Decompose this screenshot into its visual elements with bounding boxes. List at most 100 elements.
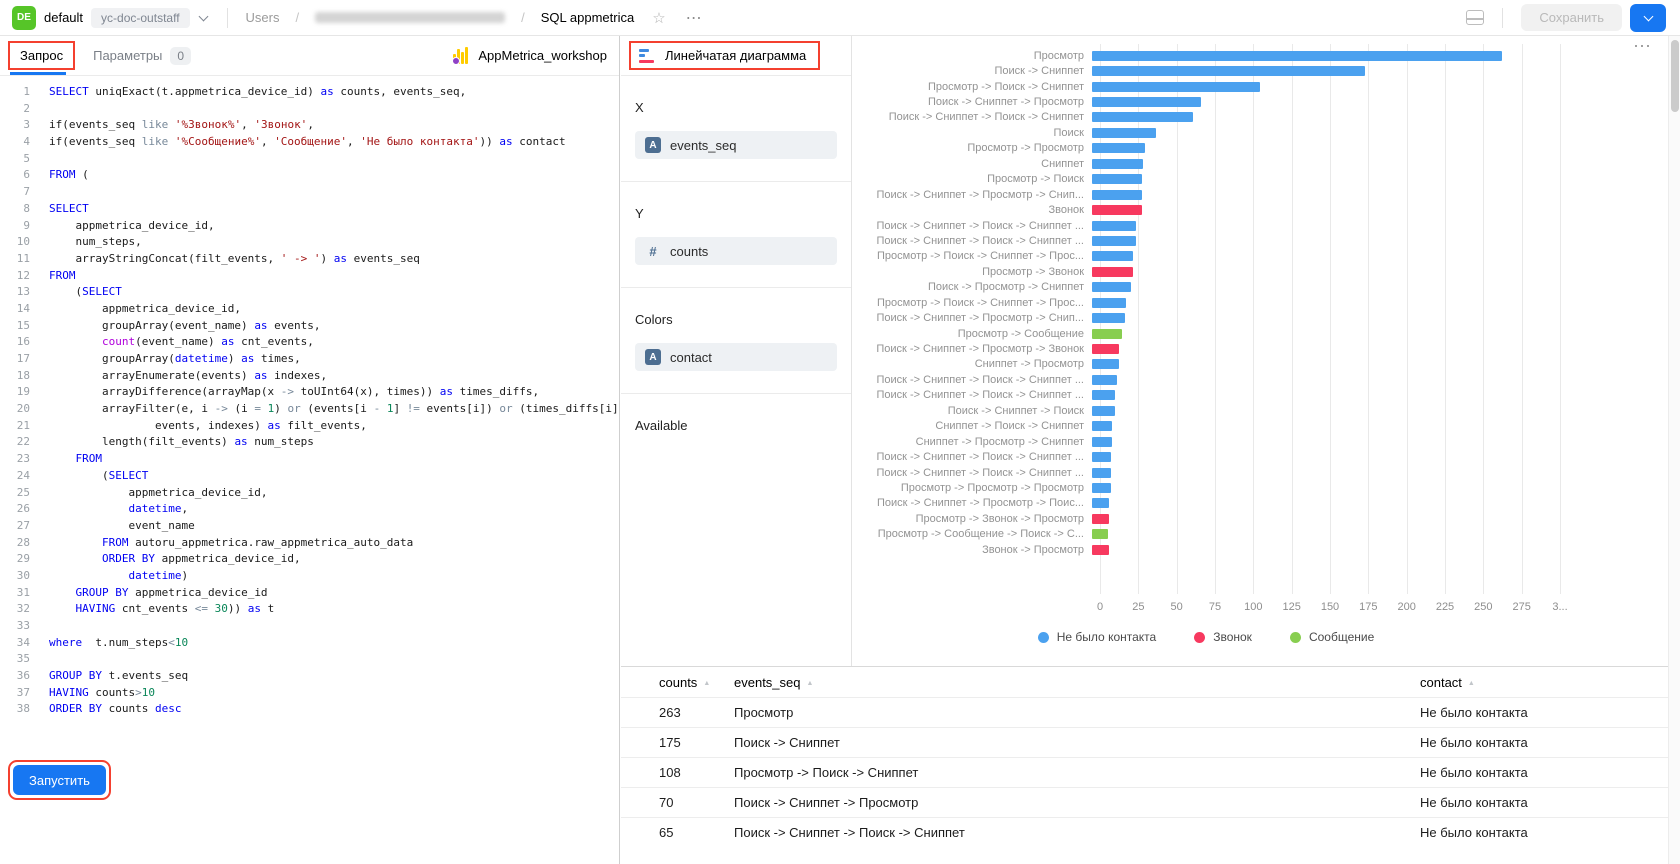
bar[interactable] — [1092, 66, 1365, 76]
legend-item[interactable]: Звонок — [1194, 630, 1252, 644]
field-chip-y[interactable]: # counts — [635, 237, 837, 265]
code-line[interactable]: 30 datetime) — [0, 568, 619, 585]
code-line[interactable]: 8SELECT — [0, 201, 619, 218]
bar[interactable] — [1092, 159, 1143, 169]
field-chip-colors[interactable]: A contact — [635, 343, 837, 371]
code-line[interactable]: 5 — [0, 151, 619, 168]
code-line[interactable]: 27 event_name — [0, 518, 619, 535]
chart-menu-icon[interactable]: ⋯ — [1633, 36, 1652, 57]
code-line[interactable]: 10 num_steps, — [0, 234, 619, 251]
bar[interactable] — [1092, 112, 1193, 122]
code-line[interactable]: 2 — [0, 101, 619, 118]
code-line[interactable]: 22 length(filt_events) as num_steps — [0, 434, 619, 451]
code-line[interactable]: 25 appmetrica_device_id, — [0, 485, 619, 502]
code-line[interactable]: 3if(events_seq like '%Звонок%', 'Звонок'… — [0, 117, 619, 134]
code-line[interactable]: 19 arrayDifference(arrayMap(x -> toUInt6… — [0, 384, 619, 401]
code-line[interactable]: 14 appmetrica_device_id, — [0, 301, 619, 318]
bar[interactable] — [1092, 545, 1109, 555]
bar[interactable] — [1092, 251, 1133, 261]
sort-asc-icon[interactable]: ▲ — [807, 680, 814, 687]
sql-editor[interactable]: 1SELECT uniqExact(t.appmetrica_device_id… — [0, 76, 619, 718]
code-line[interactable]: 34where t.num_steps<10 — [0, 635, 619, 652]
code-line[interactable]: 21 events, indexes) as filt_events, — [0, 418, 619, 435]
code-line[interactable]: 4if(events_seq like '%Сообщение%', 'Сооб… — [0, 134, 619, 151]
code-line[interactable]: 11 arrayStringConcat(filt_events, ' -> '… — [0, 251, 619, 268]
bar[interactable] — [1092, 51, 1502, 61]
code-line[interactable]: 33 — [0, 618, 619, 635]
bar[interactable] — [1092, 359, 1119, 369]
bar[interactable] — [1092, 468, 1111, 478]
bar[interactable] — [1092, 421, 1112, 431]
legend-item[interactable]: Не было контакта — [1038, 630, 1156, 644]
layout-toggle-icon[interactable] — [1466, 10, 1484, 25]
bar[interactable] — [1092, 498, 1109, 508]
bar[interactable] — [1092, 313, 1125, 323]
bar[interactable] — [1092, 267, 1133, 277]
bar[interactable] — [1092, 514, 1109, 524]
bar[interactable] — [1092, 344, 1119, 354]
run-button[interactable]: Запустить — [13, 765, 106, 795]
bar[interactable] — [1092, 143, 1145, 153]
code-line[interactable]: 13 (SELECT — [0, 284, 619, 301]
table-header-cell[interactable]: counts▲ — [659, 675, 734, 690]
bar[interactable] — [1092, 406, 1115, 416]
table-header-cell[interactable]: events_seq▲ — [734, 675, 1420, 690]
code-line[interactable]: 37HAVING counts>10 — [0, 685, 619, 702]
bar[interactable] — [1092, 221, 1136, 231]
code-line[interactable]: 24 (SELECT — [0, 468, 619, 485]
connection-selector[interactable]: AppMetrica_workshop — [452, 47, 607, 65]
chevron-down-icon[interactable] — [198, 11, 208, 21]
field-chip-x[interactable]: A events_seq — [635, 131, 837, 159]
workbook-name[interactable]: default — [44, 10, 83, 25]
code-line[interactable]: 12FROM — [0, 268, 619, 285]
bar[interactable] — [1092, 452, 1111, 462]
code-line[interactable]: 29 ORDER BY appmetrica_device_id, — [0, 551, 619, 568]
bar[interactable] — [1092, 128, 1156, 138]
code-line[interactable]: 20 arrayFilter(e, i -> (i = 1) or (event… — [0, 401, 619, 418]
bar[interactable] — [1092, 483, 1111, 493]
bar[interactable] — [1092, 375, 1117, 385]
code-line[interactable]: 23 FROM — [0, 451, 619, 468]
bar[interactable] — [1092, 97, 1201, 107]
bar[interactable] — [1092, 190, 1142, 200]
code-line[interactable]: 36GROUP BY t.events_seq — [0, 668, 619, 685]
bar[interactable] — [1092, 282, 1131, 292]
code-line[interactable]: 38ORDER BY counts desc — [0, 701, 619, 718]
breadcrumb-root[interactable]: Users — [246, 10, 280, 25]
code-line[interactable]: 1SELECT uniqExact(t.appmetrica_device_id… — [0, 84, 619, 101]
code-line[interactable]: 18 arrayEnumerate(events) as indexes, — [0, 368, 619, 385]
save-dropdown-button[interactable] — [1630, 4, 1666, 32]
code-line[interactable]: 26 datetime, — [0, 501, 619, 518]
code-line[interactable]: 6FROM ( — [0, 167, 619, 184]
bar[interactable] — [1092, 390, 1115, 400]
tab-query[interactable]: Запрос — [20, 48, 63, 63]
code-line[interactable]: 31 GROUP BY appmetrica_device_id — [0, 585, 619, 602]
legend-item[interactable]: Сообщение — [1290, 630, 1374, 644]
bar[interactable] — [1092, 205, 1142, 215]
save-button[interactable]: Сохранить — [1521, 4, 1622, 31]
scrollbar-thumb[interactable] — [1671, 40, 1679, 112]
bar[interactable] — [1092, 329, 1122, 339]
bar[interactable] — [1092, 437, 1112, 447]
more-menu-icon[interactable]: ⋯ — [686, 8, 703, 28]
code-line[interactable]: 28 FROM autoru_appmetrica.raw_appmetrica… — [0, 535, 619, 552]
favorite-star-icon[interactable]: ☆ — [652, 9, 665, 27]
sort-asc-icon[interactable]: ▲ — [1468, 680, 1475, 687]
bar[interactable] — [1092, 529, 1108, 539]
bar[interactable] — [1092, 298, 1126, 308]
table-header-cell[interactable]: contact▲ — [1420, 675, 1668, 690]
workbook-logo[interactable]: DE — [12, 6, 36, 30]
code-line[interactable]: 15 groupArray(event_name) as events, — [0, 318, 619, 335]
chart-type-selector[interactable]: Линейчатая диаграмма — [665, 48, 806, 63]
code-line[interactable]: 7 — [0, 184, 619, 201]
code-line[interactable]: 35 — [0, 651, 619, 668]
code-line[interactable]: 9 appmetrica_device_id, — [0, 218, 619, 235]
tab-parameters[interactable]: Параметры 0 — [93, 47, 191, 65]
env-chip[interactable]: yc-doc-outstaff — [91, 8, 189, 28]
code-line[interactable]: 17 groupArray(datetime) as times, — [0, 351, 619, 368]
sort-asc-icon[interactable]: ▲ — [703, 680, 710, 687]
code-line[interactable]: 32 HAVING cnt_events <= 30)) as t — [0, 601, 619, 618]
bar[interactable] — [1092, 82, 1260, 92]
bar[interactable] — [1092, 236, 1136, 246]
code-line[interactable]: 16 count(event_name) as cnt_events, — [0, 334, 619, 351]
